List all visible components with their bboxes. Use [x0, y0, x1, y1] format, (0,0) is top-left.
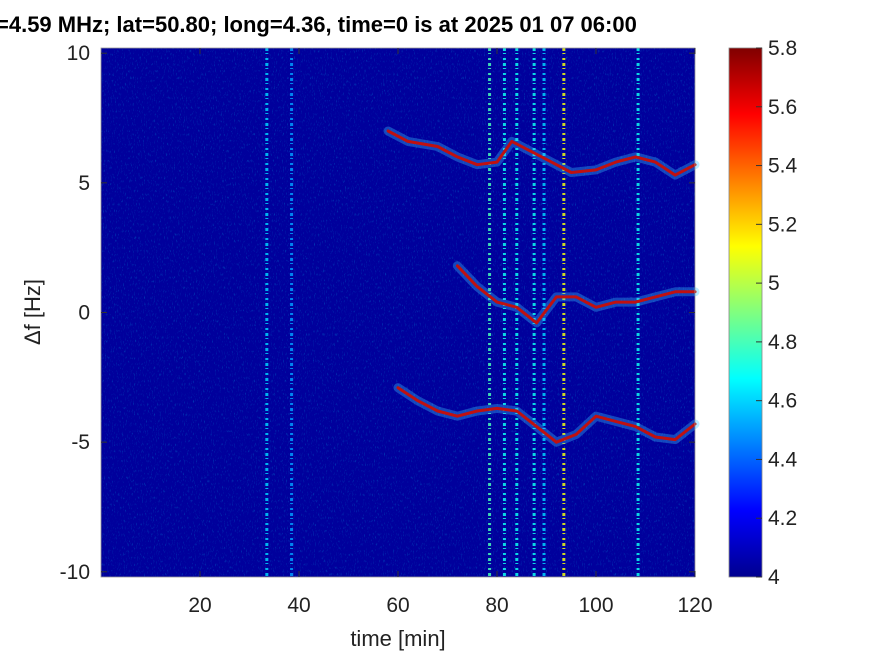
- y-tick-label: 5: [78, 172, 90, 195]
- colorbar-tick-label: 5.2: [768, 213, 797, 236]
- colorbar-tick-label: 5.8: [768, 37, 797, 60]
- trace-line: [386, 129, 697, 177]
- x-tick-label: 100: [578, 594, 613, 617]
- y-tick-label: -5: [71, 431, 90, 454]
- trace-line: [455, 264, 697, 325]
- colorbar-tick-label: 4.2: [768, 507, 797, 530]
- colorbar-ticks: 5.8 5.6 5.4 5.2 5 4.8 4.6 4.4 4.2 4: [756, 37, 798, 589]
- y-tick-label: 0: [78, 302, 90, 325]
- x-axis: 20 40 60 80 100 120: [188, 48, 713, 617]
- y-tick-label: 10: [67, 42, 90, 65]
- y-axis-label: Δf [Hz]: [20, 279, 45, 345]
- colorbar-tick-label: 4.4: [768, 448, 798, 471]
- vertical-streaks: [265, 48, 640, 577]
- doppler-traces: [383, 126, 700, 447]
- noise-texture: [101, 48, 695, 577]
- x-tick-label: 80: [485, 594, 508, 617]
- x-tick-label: 60: [386, 594, 409, 617]
- x-tick-label: 40: [287, 594, 310, 617]
- colorbar-tick-label: 4: [768, 566, 780, 589]
- colorbar: 5.8 5.6 5.4 5.2 5 4.8 4.6 4.4 4.2 4: [728, 37, 798, 589]
- colorbar-tick-label: 5.4: [768, 155, 798, 178]
- x-tick-label: 120: [677, 594, 712, 617]
- y-tick-label: -10: [60, 561, 90, 584]
- colorbar-tick-label: 5: [768, 272, 780, 295]
- colorbar-tick-label: 4.6: [768, 390, 797, 413]
- plot-area: [100, 47, 700, 578]
- colorbar-tick-label: 4.8: [768, 331, 797, 354]
- y-axis: 10 5 0 -5 -10: [60, 42, 695, 584]
- x-tick-label: 20: [188, 594, 211, 617]
- x-axis-label: time [min]: [350, 626, 445, 651]
- colorbar-tick-label: 5.6: [768, 96, 797, 119]
- trace-line: [396, 386, 697, 444]
- chart-title: =4.59 MHz; lat=50.80; long=4.36, time=0 …: [0, 12, 637, 37]
- colorbar-gradient: [728, 47, 763, 578]
